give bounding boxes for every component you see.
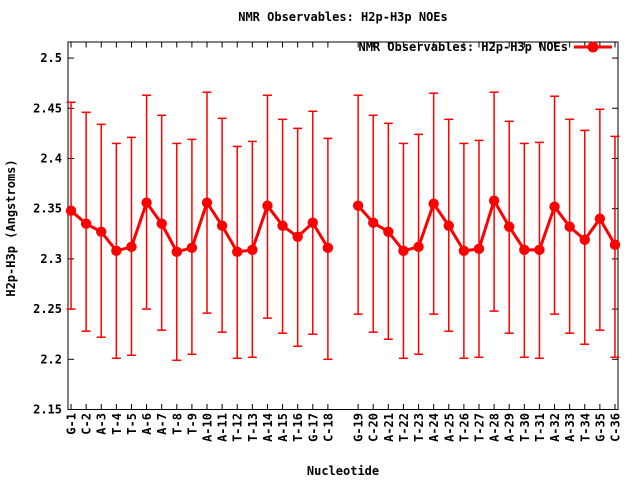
x-tick-label: T-30: [518, 413, 532, 442]
data-point-marker: [488, 195, 500, 206]
plot-area: 2.152.22.252.32.352.42.452.5G-1 C-2 A-3 T-4…: [33, 41, 622, 442]
data-point-marker: [549, 201, 560, 212]
data-point-marker: [216, 220, 228, 231]
data-point-marker: [247, 244, 258, 256]
x-tick-label: T-16: [291, 413, 305, 442]
x-tick-label: A-24: [427, 413, 441, 442]
x-tick-label: T-23: [412, 413, 426, 442]
x-tick-label: T-34: [578, 413, 592, 442]
x-tick-label: C-18: [321, 413, 335, 442]
y-tick-label: 2.5: [40, 51, 62, 65]
data-point-marker: [504, 221, 515, 232]
x-tick-label: A-11: [216, 413, 230, 442]
y-tick-label: 2.3: [40, 252, 62, 266]
data-point-marker: [292, 231, 303, 242]
x-tick-label: A-3: [95, 413, 109, 435]
error-bars: [66, 91, 620, 362]
x-tick-label: A-25: [442, 413, 456, 442]
data-point-marker: [307, 217, 318, 228]
x-tick-label: G-1: [65, 413, 79, 435]
y-tick-label: 2.45: [33, 101, 62, 115]
data-point-marker: [473, 243, 485, 255]
x-tick-label: A-29: [503, 413, 517, 442]
x-tick-label: T-8: [170, 413, 184, 435]
series-markers: [65, 195, 621, 258]
x-tick-label: C-20: [367, 413, 381, 442]
series-line-strand-2: [356, 199, 617, 253]
data-point-marker: [534, 244, 545, 256]
x-tick-label: A-32: [548, 413, 562, 442]
legend: NMR Observables: H2p-H3p NOEs: [358, 40, 612, 54]
data-point-marker: [141, 197, 152, 208]
data-point-marker: [352, 200, 364, 211]
x-tick-label: A-6: [140, 413, 154, 435]
x-tick-label: G-35: [593, 413, 607, 442]
data-point-marker: [579, 234, 590, 246]
data-point-marker: [156, 218, 167, 229]
chart-title: NMR Observables: H2p-H3p NOEs: [238, 10, 448, 24]
data-point-marker: [564, 221, 575, 232]
data-point-marker: [383, 226, 394, 237]
data-point-marker: [65, 205, 77, 216]
data-point-marker: [443, 220, 454, 231]
data-point-marker: [126, 241, 137, 253]
x-tick-label: T-9: [185, 413, 199, 435]
y-ticks: 2.15 2.2 2.25 2.3 2.35 2.4 2.45 2.5: [33, 51, 618, 417]
x-tick-label: A-28: [488, 413, 502, 442]
x-ticks: G-1 C-2 A-3 T-4 T-5 A-6 A-7 T-8 T-9 A-10 A-11 T-12 T…: [65, 42, 622, 442]
data-point-marker: [232, 246, 243, 258]
data-point-marker: [262, 200, 273, 211]
data-point-marker: [609, 239, 621, 251]
x-tick-label: T-22: [397, 413, 411, 442]
x-tick-label: A-10: [201, 413, 215, 442]
y-tick-label: 2.35: [33, 202, 62, 216]
data-point-marker: [322, 242, 334, 254]
x-tick-label: T-13: [246, 413, 260, 442]
data-point-marker: [594, 213, 606, 224]
data-point-marker: [368, 217, 379, 228]
x-tick-label: G-17: [306, 413, 320, 442]
data-point-marker: [398, 245, 409, 257]
data-point-marker: [277, 220, 288, 231]
x-tick-label: A-14: [261, 413, 275, 442]
x-tick-label: G-19: [352, 413, 366, 442]
y-tick-label: 2.2: [40, 352, 62, 366]
data-point-marker: [458, 245, 470, 257]
data-point-marker: [111, 245, 122, 257]
data-point-marker: [519, 244, 530, 256]
x-tick-label: T-26: [457, 413, 471, 442]
y-tick-label: 2.4: [40, 151, 62, 165]
y-tick-label: 2.15: [33, 403, 62, 417]
legend-sample-marker-icon: [587, 41, 599, 53]
x-tick-label: A-21: [382, 413, 396, 442]
y-tick-label: 2.25: [33, 302, 62, 316]
x-tick-label: T-31: [533, 413, 547, 442]
series-line-strand-1: [70, 201, 330, 254]
data-point-marker: [171, 246, 182, 258]
x-tick-label: T-12: [231, 413, 245, 442]
x-tick-label: A-15: [276, 413, 290, 442]
data-point-marker: [413, 241, 424, 253]
x-tick-label: C-36: [608, 413, 622, 442]
x-tick-label: C-2: [80, 413, 94, 435]
x-tick-label: T-27: [472, 413, 486, 442]
x-axis-title: Nucleotide: [307, 464, 379, 478]
y-axis-title: H2p-H3p (Angstroms): [4, 159, 18, 296]
x-tick-label: A-7: [155, 413, 169, 435]
data-point-marker: [80, 218, 92, 229]
data-point-marker: [186, 242, 198, 254]
plot-frame: [67, 41, 619, 410]
x-tick-label: T-4: [110, 413, 124, 435]
data-point-marker: [428, 198, 439, 209]
x-tick-label: T-5: [125, 413, 139, 435]
data-point-marker: [201, 197, 213, 208]
legend-label: NMR Observables: H2p-H3p NOEs: [358, 40, 568, 54]
x-tick-label: A-33: [563, 413, 577, 442]
data-point-marker: [96, 226, 107, 237]
